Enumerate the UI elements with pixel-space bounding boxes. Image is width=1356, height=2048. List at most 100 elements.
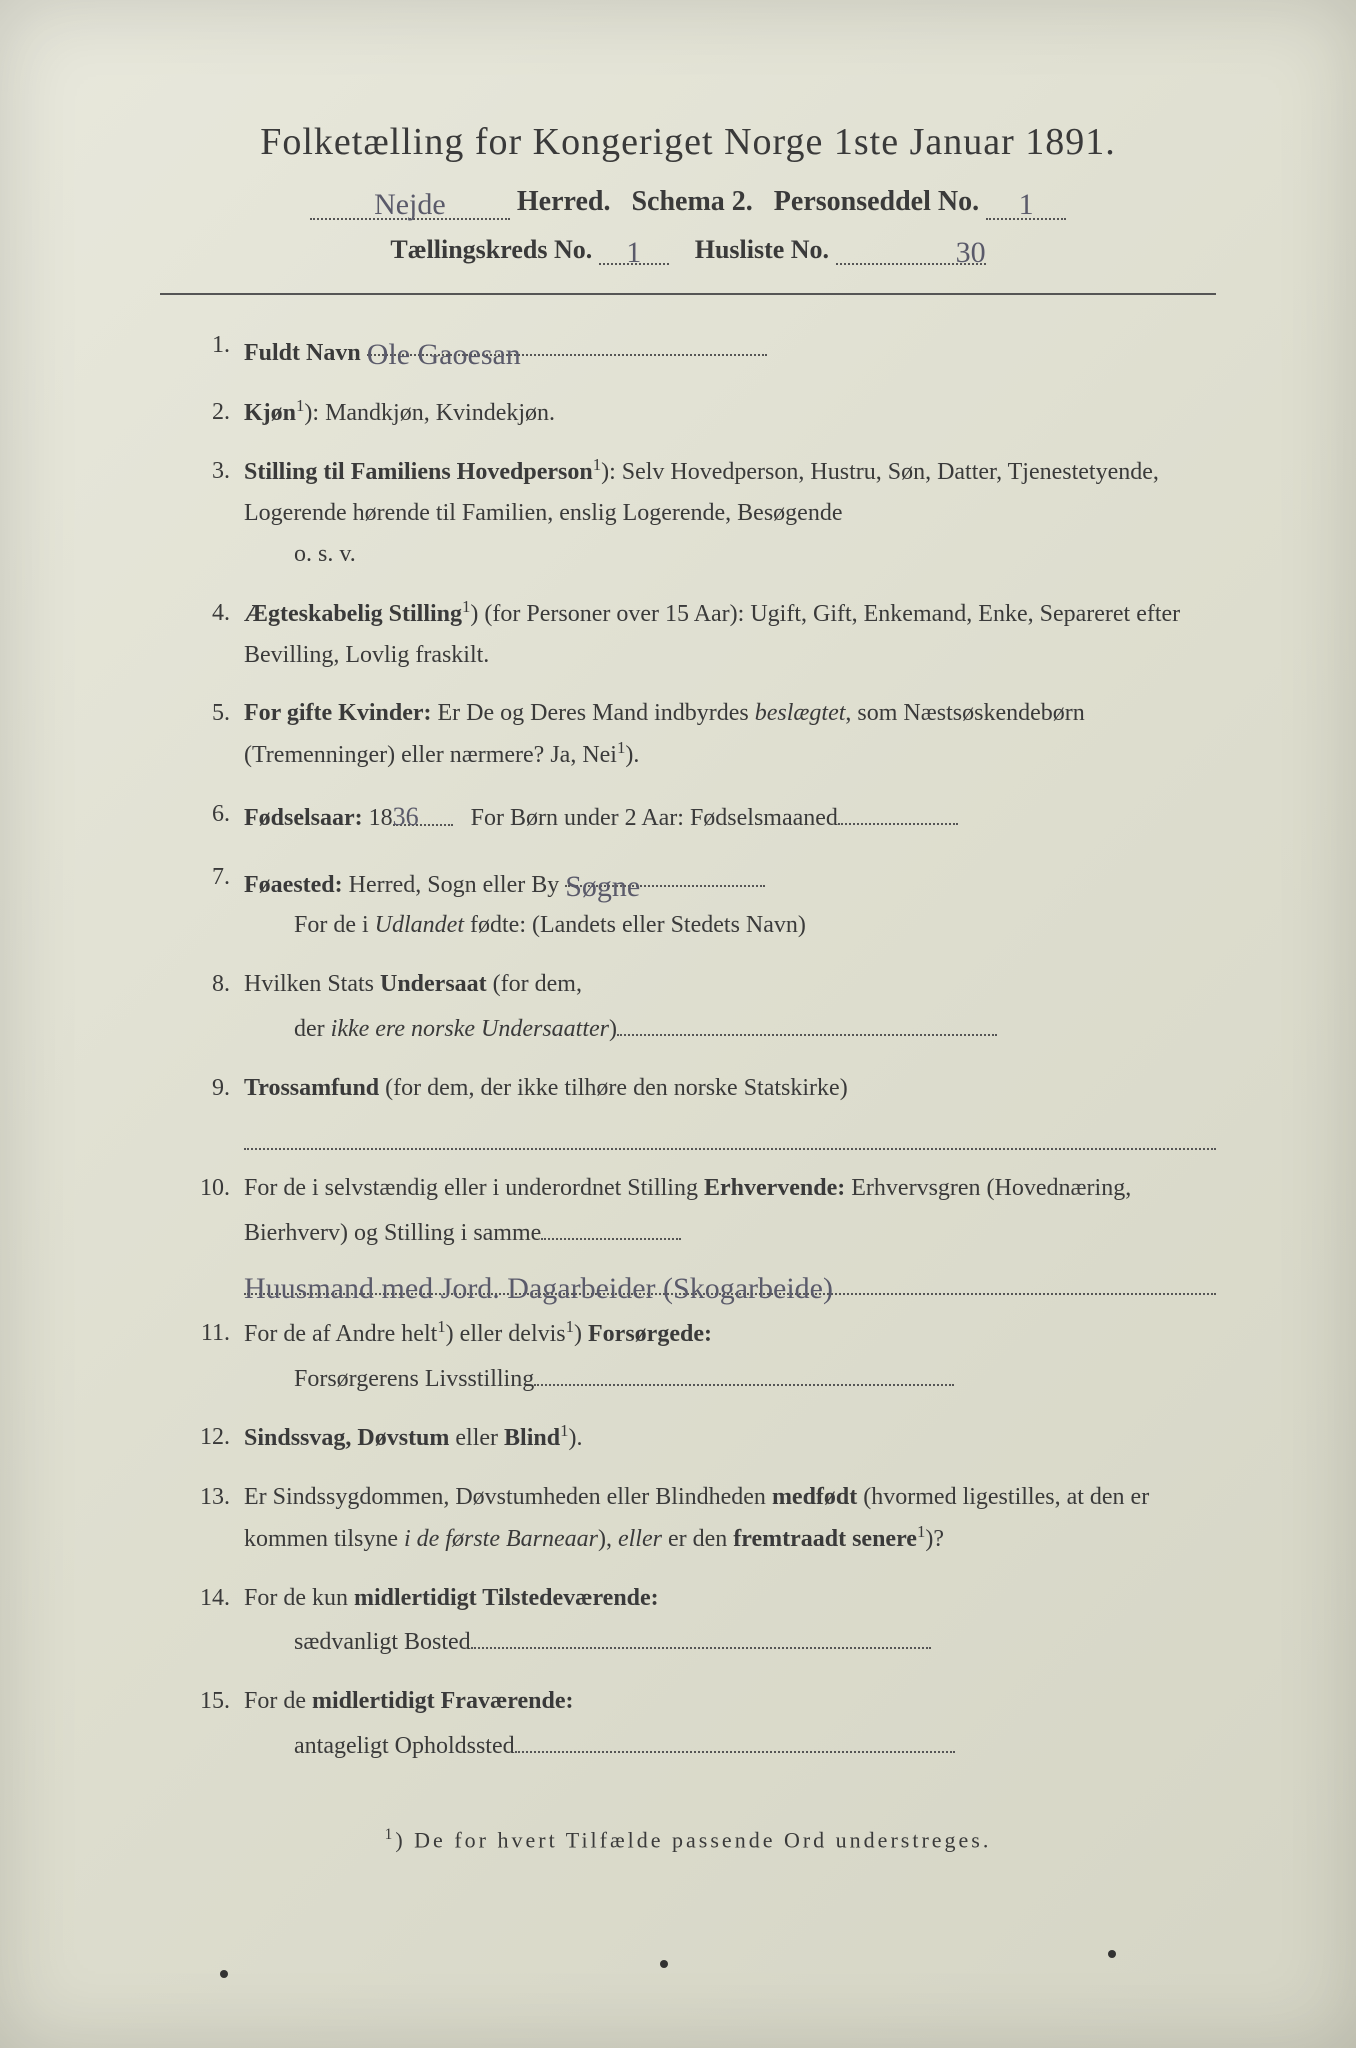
field-label: Sindssvag, Døvstum <box>244 1425 449 1451</box>
item-num: 12. <box>180 1417 244 1459</box>
item-num: 7. <box>180 857 244 947</box>
field-text: sædvanligt Bosted <box>294 1629 471 1655</box>
field-italic: ikke ere norske Undersaatter <box>331 1016 609 1042</box>
personseddel-value: 1 <box>1019 188 1034 221</box>
sup: 1 <box>437 1317 445 1336</box>
item-num: 9. <box>180 1068 244 1150</box>
husliste-value: 30 <box>956 236 986 269</box>
field-label: Føaested: <box>244 872 343 898</box>
field-label: medfødt <box>772 1484 857 1510</box>
field-label: Fuldt Navn <box>244 340 361 366</box>
field-label: Stilling til Familiens Hovedperson <box>244 459 593 485</box>
field-label: midlertidigt Tilstedeværende: <box>354 1585 659 1611</box>
census-form-page: Folketælling for Kongeriget Norge 1ste J… <box>0 0 1356 2048</box>
field-text: Er Sindssygdommen, Døvstumheden eller Bl… <box>244 1484 766 1510</box>
field-label: Kjøn <box>244 400 296 426</box>
item-num: 13. <box>180 1477 244 1560</box>
item-num: 4. <box>180 593 244 676</box>
item-6: 6. Fødselsaar: 1836 For Børn under 2 Aar… <box>180 794 1216 839</box>
field-text: (for dem, der ikke tilhøre den norske St… <box>385 1075 848 1101</box>
field-text: ), <box>598 1526 612 1552</box>
item-num: 3. <box>180 451 244 574</box>
paper-spot <box>220 1970 228 1978</box>
item-13: 13. Er Sindssygdommen, Døvstumheden elle… <box>180 1477 1216 1560</box>
item-4: 4. Ægteskabelig Stilling1) (for Personer… <box>180 593 1216 676</box>
herred-label: Herred. <box>517 186 611 217</box>
item-2: 2. Kjøn1): Mandkjøn, Kvindekjøn. <box>180 392 1216 434</box>
field-text: Forsørgerens Livsstilling <box>294 1366 534 1392</box>
field-label: Blind <box>504 1425 560 1451</box>
field-tail: ). <box>568 1425 582 1451</box>
field-text: ) eller delvis <box>446 1321 566 1347</box>
item-8: 8. Hvilken Stats Undersaat (for dem, der… <box>180 964 1216 1049</box>
field-italic: i de første Barneaar <box>404 1526 598 1552</box>
footnote: 1) De for hvert Tilfælde passende Ord un… <box>160 1826 1216 1853</box>
paper-spot <box>1108 1950 1116 1958</box>
field-text: ) <box>574 1321 582 1347</box>
header-line-1: Nejde Herred. Schema 2. Personseddel No.… <box>160 184 1216 220</box>
field-italic: beslægtet <box>755 700 846 726</box>
item-15: 15. For de midlertidigt Fraværende: anta… <box>180 1681 1216 1766</box>
field-label: fremtraadt senere <box>733 1526 917 1552</box>
field-tail: )? <box>925 1526 944 1552</box>
year-prefix: 18 <box>369 805 393 831</box>
year-value: 36 <box>393 802 419 831</box>
field-text: antageligt Opholdssted <box>294 1733 515 1759</box>
field-text: ): Mandkjøn, Kvindekjøn. <box>304 400 555 426</box>
name-value: Ole Gaoesan <box>367 338 521 371</box>
page-title: Folketælling for Kongeriget Norge 1ste J… <box>160 120 1216 164</box>
field-italic: Udlandet <box>375 912 464 938</box>
birthplace-value: Søgne <box>565 870 640 903</box>
item-11: 11. For de af Andre helt1) eller delvis1… <box>180 1313 1216 1399</box>
taellingskreds-label: Tællingskreds No. <box>390 235 592 264</box>
item-num: 2. <box>180 392 244 434</box>
item-num: 6. <box>180 794 244 839</box>
field-label: Fødselsaar: <box>244 805 363 831</box>
item-14: 14. For de kun midlertidigt Tilstedevære… <box>180 1578 1216 1663</box>
field-text: For de i <box>294 912 369 938</box>
form-items: 1. Fuldt Navn Ole Gaoesan 2. Kjøn1): Man… <box>160 325 1216 1767</box>
field-label: Forsørgede: <box>588 1321 712 1347</box>
field-text: For de <box>244 1688 306 1714</box>
field-text: der <box>294 1016 325 1042</box>
field-text: Er De og Deres Mand indbyrdes <box>438 700 749 726</box>
field-tail: ) <box>609 1016 617 1042</box>
taellingskreds-value: 1 <box>626 236 641 269</box>
field-text: Hvilken Stats <box>244 971 374 997</box>
field-text: Herred, Sogn eller By <box>349 872 560 898</box>
husliste-label: Husliste No. <box>695 235 829 264</box>
field-text: er den <box>668 1526 727 1552</box>
occupation-value: Huusmand med Jord. Dagarbeider (Skogarbe… <box>244 1272 833 1305</box>
field-label: Erhvervende: <box>704 1175 845 1201</box>
divider <box>160 293 1216 295</box>
schema-label: Schema 2. <box>631 186 752 217</box>
field-text: For de i selvstændig eller i underordnet… <box>244 1175 698 1201</box>
field-tail: ). <box>625 742 639 768</box>
item-10: 10. For de i selvstændig eller i underor… <box>180 1168 1216 1295</box>
item-num: 1. <box>180 325 244 374</box>
field-tail: o. s. v. <box>244 534 1216 575</box>
item-5: 5. For gifte Kvinder: Er De og Deres Man… <box>180 693 1216 776</box>
item-num: 15. <box>180 1681 244 1766</box>
item-num: 10. <box>180 1168 244 1295</box>
herred-value: Nejde <box>374 188 446 221</box>
item-3: 3. Stilling til Familiens Hovedperson1):… <box>180 451 1216 574</box>
sup: 1 <box>566 1317 574 1336</box>
field-label: Undersaat <box>380 971 487 997</box>
item-9: 9. Trossamfund (for dem, der ikke tilhør… <box>180 1068 1216 1150</box>
item-1: 1. Fuldt Navn Ole Gaoesan <box>180 325 1216 374</box>
field-label: For gifte Kvinder: <box>244 700 432 726</box>
field-label: Trossamfund <box>244 1075 379 1101</box>
field-label: Ægteskabelig Stilling <box>244 601 462 627</box>
paper-spot <box>660 1960 668 1968</box>
field-text: For de af Andre helt <box>244 1321 437 1347</box>
field-label: midlertidigt Fraværende: <box>312 1688 574 1714</box>
item-7: 7. Føaested: Herred, Sogn eller By Søgne… <box>180 857 1216 947</box>
field-text: For Børn under 2 Aar: Fødselsmaaned <box>471 805 838 831</box>
footnote-text: ) De for hvert Tilfælde passende Ord und… <box>395 1828 991 1853</box>
header-line-2: Tællingskreds No. 1 Husliste No. 30 <box>160 232 1216 265</box>
item-12: 12. Sindssvag, Døvstum eller Blind1). <box>180 1417 1216 1459</box>
sup: 1 <box>385 1826 396 1843</box>
field-text: For de kun <box>244 1585 348 1611</box>
field-text: eller <box>455 1425 498 1451</box>
